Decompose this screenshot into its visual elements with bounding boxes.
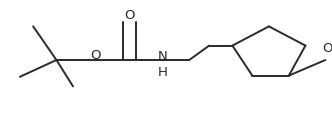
Text: OH: OH [322, 42, 332, 55]
Text: O: O [124, 9, 135, 22]
Text: O: O [90, 49, 101, 62]
Text: N: N [158, 50, 168, 63]
Text: H: H [158, 66, 168, 78]
